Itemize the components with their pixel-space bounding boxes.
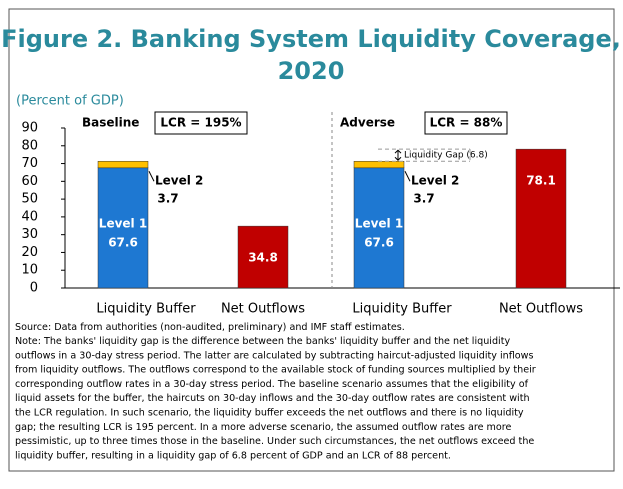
subtitle: (Percent of GDP): [16, 94, 124, 109]
y-tick-label: 10: [21, 263, 38, 278]
data-label: 78.1: [526, 174, 556, 188]
panel-label: Baseline: [82, 116, 139, 130]
lcr-box: [154, 111, 248, 135]
note: pessimistic, up to three times those in …: [15, 436, 534, 447]
note: liquid assets for the buffer, the haircu…: [15, 393, 530, 404]
lcr-label: LCR = 88%: [430, 116, 503, 130]
gap-annotation: Liquidity Gap (6.8): [404, 151, 488, 161]
frame: [8, 8, 615, 472]
leader-line: [404, 171, 411, 182]
chart-title: 2020: [278, 57, 345, 85]
data-label: 67.6: [108, 235, 138, 249]
panel-label: Adverse: [340, 116, 395, 130]
gap-arrowhead: [394, 149, 402, 161]
x-tick-label: Net Outflows: [221, 302, 305, 317]
note: corresponding outflow rates in a 30-day …: [15, 379, 529, 390]
note: the LCR regulation. In such scenario, th…: [15, 408, 524, 419]
note: outflows in a 30-day stress period. The …: [15, 350, 534, 361]
bar: [97, 167, 149, 289]
data-label: 3.7: [157, 192, 178, 206]
note: from liquidity outflows. The outflows co…: [15, 365, 536, 376]
x-tick-label: Net Outflows: [499, 302, 583, 317]
chart-title: Figure 2. Banking System Liquidity Cover…: [1, 25, 621, 53]
data-label: 3.7: [413, 192, 434, 206]
data-label: 34.8: [248, 251, 278, 265]
bar: [237, 225, 289, 289]
bar: [353, 160, 405, 169]
bar-series-label: Level 1: [99, 216, 147, 230]
y-tick-label: 60: [21, 174, 38, 189]
bar: [515, 148, 567, 289]
lcr-box: [424, 111, 508, 135]
bar-series-label: Level 2: [155, 174, 203, 188]
source: Source: Data from authorities (non-audit…: [15, 322, 405, 333]
y-tick-label: 30: [21, 227, 38, 242]
note: gap; the resulting LCR is 195 percent. I…: [15, 422, 511, 433]
x-tick-label: Liquidity Buffer: [352, 302, 452, 317]
leader-line: [148, 171, 155, 182]
note: Note: The banks' liquidity gap is the di…: [15, 336, 510, 347]
bar: [97, 160, 149, 169]
y-tick-label: 20: [21, 245, 38, 260]
bar: [353, 167, 405, 289]
lcr-label: LCR = 195%: [160, 116, 241, 130]
y-tick-label: 50: [21, 192, 38, 207]
y-tick-label: 90: [21, 121, 38, 136]
y-tick-label: 80: [21, 138, 38, 153]
data-label: 67.6: [364, 235, 394, 249]
bar-series-label: Level 2: [411, 174, 459, 188]
x-tick-label: Liquidity Buffer: [96, 302, 196, 317]
note: liquidity buffer, resulting in a liquidi…: [15, 450, 451, 461]
y-tick-label: 70: [21, 156, 38, 171]
y-tick-label: 0: [30, 281, 38, 296]
bar-series-label: Level 1: [355, 216, 403, 230]
y-tick-label: 40: [21, 209, 38, 224]
